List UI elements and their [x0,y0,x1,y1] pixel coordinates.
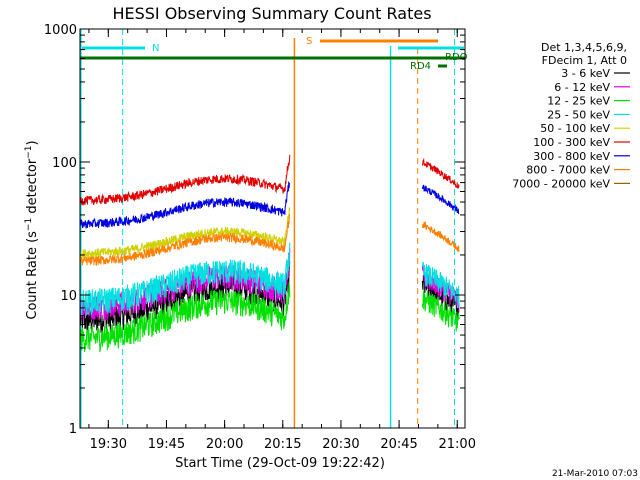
series-line-b-5 [421,157,460,189]
footer-timestamp: 21-Mar-2010 07:03 [552,469,638,479]
y-tick-label: 1000 [44,23,77,38]
legend-label-3: 25 - 50 keV [547,108,610,121]
annotation-rd4: RD4 [410,61,431,72]
legend-label-6: 300 - 800 keV [533,150,610,163]
x-tick-label: 21:00 [439,437,476,452]
legend-header-0: Det 1,3,4,5,6,9, [541,41,627,54]
series-line-b-0 [421,275,460,322]
series-line-4 [79,207,291,260]
annotation-s: S [306,36,312,47]
x-tick-label: 19:45 [148,437,185,452]
series-line-7 [79,213,291,267]
x-tick-label: 20:30 [322,437,359,452]
x-tick-label: 20:45 [380,437,417,452]
y-tick-label: 10 [60,289,77,304]
legend: Det 1,3,4,5,6,9,FDecim 1, Att 03 - 6 keV… [512,41,630,190]
series-line-b-7 [421,220,460,252]
series-line-2 [79,281,291,353]
legend-label-8: 7000 - 20000 keV [512,177,610,190]
plot-area: N S RD4 RDO [79,29,468,428]
series-line-5 [79,154,291,206]
chart-title: HESSI Observing Summary Count Rates [112,4,431,23]
y-axis-label: Count Rate (s−1 detector−1) [24,140,40,319]
series-line-b-2 [421,290,460,332]
annotation-rdo: RDO [445,52,468,63]
plot-frame [79,28,466,429]
legend-label-5: 100 - 300 keV [533,136,610,149]
y-tick-label: 100 [52,156,77,171]
legend-label-4: 50 - 100 keV [540,122,610,135]
legend-header-1: FDecim 1, Att 0 [542,54,627,67]
series-line-1 [79,247,291,321]
x-axis-label: Start Time (29-Oct-09 19:22:42) [175,456,385,471]
x-tick-label: 20:00 [206,437,243,452]
x-tick-label: 19:30 [90,437,127,452]
x-tick-label: 20:15 [264,437,301,452]
axes: 19:30 19:45 20:00 20:15 20:30 20:45 21:00 1 10 10… [44,23,476,452]
y-tick-label: 1 [69,422,77,437]
legend-label-0: 3 - 6 keV [561,67,610,80]
legend-label-1: 6 - 12 keV [554,81,610,94]
series-line-b-3 [421,260,460,308]
legend-label-2: 12 - 25 keV [547,95,610,108]
series-line-b-6 [421,184,460,215]
annotation-n: N [152,43,159,54]
series-line-3 [79,242,291,316]
legend-label-7: 800 - 7000 keV [526,164,610,177]
series-line-6 [79,181,291,229]
